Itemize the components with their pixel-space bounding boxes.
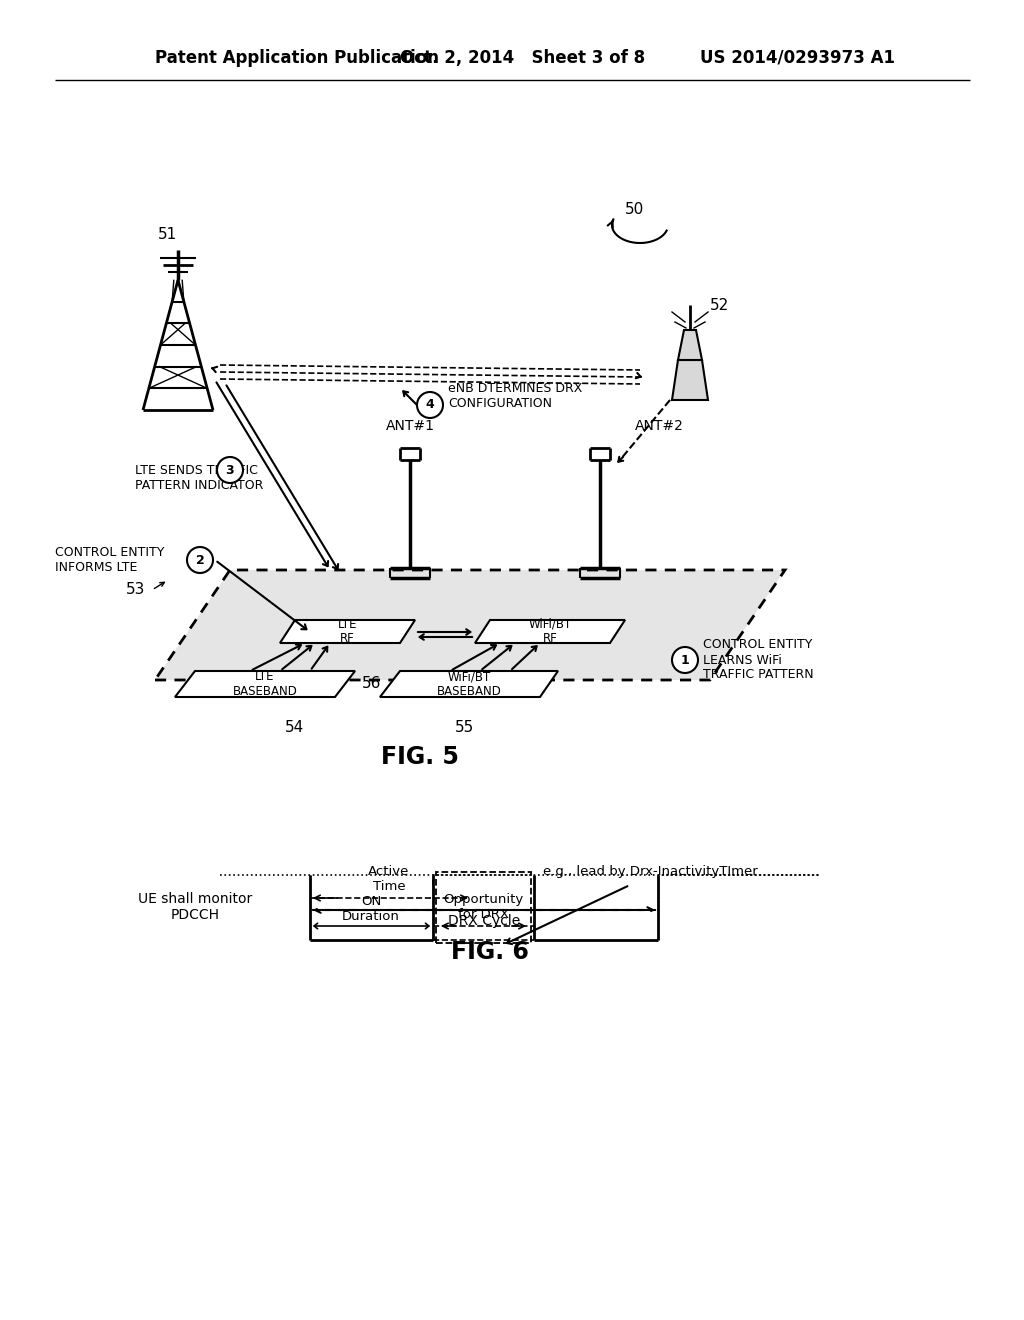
Polygon shape [672,360,708,400]
Text: Oct. 2, 2014   Sheet 3 of 8: Oct. 2, 2014 Sheet 3 of 8 [400,49,645,67]
Polygon shape [280,620,415,643]
Text: e.g., lead by Drx-InactivityTImer: e.g., lead by Drx-InactivityTImer [543,866,758,879]
Circle shape [417,392,443,418]
Text: 3: 3 [225,463,234,477]
Polygon shape [380,671,558,697]
Text: Opportunity
for DRX: Opportunity for DRX [443,894,523,921]
Text: 50: 50 [625,202,644,218]
Text: Active
Time: Active Time [369,865,410,894]
Bar [436,873,531,942]
Text: FIG. 6: FIG. 6 [451,940,529,964]
Text: LTE SENDS TRAFFIC
PATTERN INDICATOR: LTE SENDS TRAFFIC PATTERN INDICATOR [135,465,263,492]
Text: 55: 55 [456,719,475,735]
Text: 53: 53 [126,582,145,598]
Polygon shape [678,330,702,360]
Text: CONTROL ENTITY
LEARNS WiFi
TRAFFIC PATTERN: CONTROL ENTITY LEARNS WiFi TRAFFIC PATTE… [703,639,814,681]
Text: US 2014/0293973 A1: US 2014/0293973 A1 [700,49,895,67]
Text: 52: 52 [710,297,729,313]
Text: ON
Duration: ON Duration [342,895,400,923]
Polygon shape [475,620,625,643]
Text: UE shall monitor
PDCCH: UE shall monitor PDCCH [138,892,252,923]
Circle shape [217,457,243,483]
Text: 2: 2 [196,553,205,566]
Text: LTE
BASEBAND: LTE BASEBAND [232,671,297,698]
Circle shape [187,546,213,573]
Text: 56: 56 [362,676,382,692]
Text: WiFi/BT
RF: WiFi/BT RF [528,618,571,645]
Text: 51: 51 [158,227,177,242]
Text: ANT#1: ANT#1 [385,418,434,433]
Polygon shape [175,671,355,697]
Text: DRX Cycle: DRX Cycle [447,913,520,928]
Circle shape [672,647,698,673]
Polygon shape [155,570,785,680]
Text: CONTROL ENTITY
INFORMS LTE: CONTROL ENTITY INFORMS LTE [55,546,165,574]
Text: 1: 1 [681,653,689,667]
Text: LTE
RF: LTE RF [338,618,357,645]
Text: Patent Application Publication: Patent Application Publication [155,49,439,67]
Text: ANT#2: ANT#2 [635,418,684,433]
Text: WiFi/BT
BASEBAND: WiFi/BT BASEBAND [437,671,502,698]
Text: 4: 4 [426,399,434,412]
Text: 54: 54 [286,719,304,735]
Text: eNB DTERMINES DRX
CONFIGURATION: eNB DTERMINES DRX CONFIGURATION [449,381,583,411]
Text: FIG. 5: FIG. 5 [381,744,459,770]
